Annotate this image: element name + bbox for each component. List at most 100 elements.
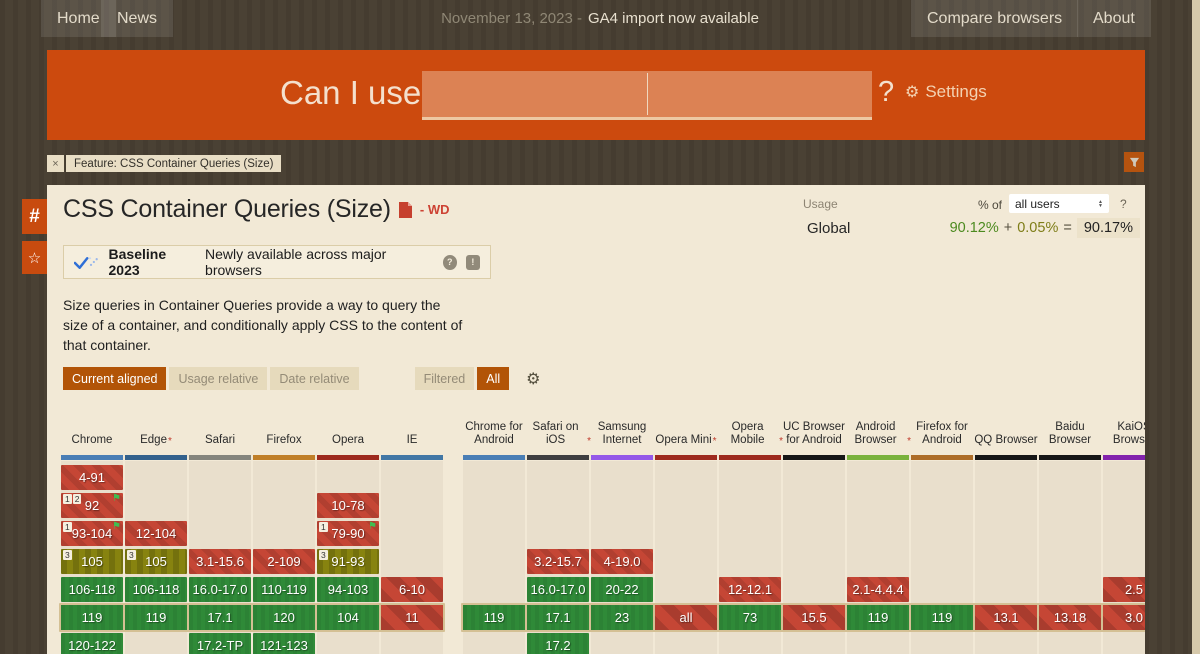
baseline-check-icon — [74, 256, 98, 269]
support-cell: 12-12.1 — [719, 577, 781, 602]
support-cell: 94-103 — [317, 577, 379, 602]
nav-compare-browsers-button[interactable]: Compare browsers — [911, 0, 1079, 37]
browser-column-header: Firefox for Android — [909, 393, 975, 453]
note-number-badges: 1 — [319, 522, 328, 532]
version-range-label: 13.18 — [1053, 610, 1087, 625]
browser-name: Firefox for Android — [916, 420, 968, 447]
support-cell: 121-123 — [253, 633, 315, 654]
browser-name: Firefox — [266, 434, 302, 447]
notice-date: November 13, 2023 - — [441, 10, 582, 27]
site-title: Can I use — [280, 74, 422, 111]
browser-name: Android Browser — [854, 420, 897, 447]
support-cell: 1 ⚑ 79-90 — [317, 521, 379, 546]
version-range-label: 120-122 — [68, 638, 116, 653]
nav-about-button[interactable]: About — [1077, 0, 1151, 37]
usage-label: Usage — [803, 197, 838, 211]
support-cell: 12-104 — [125, 521, 187, 546]
usage-select[interactable]: all users ▲ ▼ — [1009, 194, 1109, 213]
version-range-label: 16.0-17.0 — [192, 582, 248, 597]
version-range-label: 105 — [81, 554, 103, 569]
usage-partial-pct: 0.05% — [1017, 220, 1059, 236]
browser-column-header: Opera — [315, 393, 381, 453]
gear-icon: ⚙ — [905, 84, 920, 101]
version-range-label: 16.0-17.0 — [530, 582, 586, 597]
support-cell: 119 — [59, 603, 125, 632]
browser-name: IE — [406, 434, 418, 447]
browser-column-header: Baidu Browser — [1037, 393, 1103, 453]
support-cell: 3.2-15.7 — [527, 549, 589, 574]
browser-column-header: Edge * — [123, 393, 189, 453]
support-cell: 17.1 — [187, 603, 253, 632]
support-cell: 3.0 — [1101, 603, 1145, 632]
browser-name: QQ Browser — [974, 434, 1038, 447]
page-scrollbar[interactable] — [1192, 0, 1200, 654]
favorite-star-button[interactable]: ☆ — [22, 241, 47, 274]
permalink-hash-button[interactable]: # — [22, 199, 47, 234]
nav-news-button[interactable]: News — [101, 0, 174, 37]
browser-color-bar — [317, 455, 379, 460]
browser-column-header: Opera Mobile * — [717, 393, 783, 453]
browser-column: QQ Browser 13.1 — [973, 185, 1039, 654]
browser-color-bar — [527, 455, 589, 460]
browser-name: Edge — [140, 434, 167, 447]
browser-column-header: Safari — [187, 393, 253, 453]
usage-total-pct: 90.17% — [1076, 218, 1140, 238]
support-cell: 16.0-17.0 — [527, 577, 589, 602]
nav-home-button[interactable]: Home — [41, 0, 116, 37]
version-range-label: 119 — [81, 610, 103, 625]
region-label: Global — [807, 220, 851, 237]
note-asterisk: * — [167, 436, 172, 448]
support-cell: 17.2-TP — [189, 633, 251, 654]
browser-column: Chrome 4-91 1 2 ⚑ 92 1 ⚑ 93-104 3 105 106-118 119 120… — [59, 185, 125, 654]
version-range-label: 119 — [483, 610, 505, 625]
support-cell: 3.1-15.6 — [189, 549, 251, 574]
view-date-relative-button[interactable]: Date relative — [270, 367, 359, 390]
filtered-button[interactable]: Filtered — [414, 367, 475, 390]
browser-column: Opera Mini * all — [653, 185, 719, 654]
feature-title: CSS Container Queries (Size) — [63, 195, 391, 223]
support-cell: 15.5 — [781, 603, 847, 632]
browser-name: Opera Mini — [655, 434, 712, 447]
view-current-aligned-button[interactable]: Current aligned — [63, 367, 167, 390]
support-cell: 106-118 — [125, 577, 187, 602]
support-cell: 119 — [845, 603, 911, 632]
usage-help-link[interactable]: ? — [1120, 197, 1127, 211]
browser-color-bar — [911, 455, 973, 460]
browser-name: KaiOS Browser — [1112, 420, 1145, 447]
settings-button[interactable]: ⚙ Settings — [905, 82, 987, 102]
site-header: Can I use ? ⚙ Settings — [47, 50, 1145, 140]
table-settings-gear-icon[interactable]: ⚙ — [526, 370, 541, 388]
version-range-label: 119 — [145, 610, 167, 625]
browser-name: Chrome for Android — [465, 420, 523, 447]
spec-status-link[interactable]: - WD — [419, 202, 450, 217]
note-asterisk: * — [907, 436, 911, 448]
remove-filter-button[interactable]: × — [47, 155, 64, 172]
settings-label: Settings — [925, 82, 987, 101]
baseline-description: Newly available across major browsers — [205, 246, 387, 278]
browser-name: Samsung Internet — [597, 420, 647, 447]
version-range-label: 105 — [145, 554, 167, 569]
filter-funnel-button[interactable] — [1124, 152, 1144, 172]
note-number-badges: 3 — [63, 550, 72, 560]
support-cell: 13.18 — [1037, 603, 1103, 632]
support-cell: 110-119 — [253, 577, 315, 602]
browser-column: Chrome for Android 119 — [461, 185, 527, 654]
browser-name: Chrome — [71, 434, 113, 447]
support-cell: all — [653, 603, 719, 632]
browser-column-header: Samsung Internet — [589, 393, 655, 453]
browser-color-bar — [655, 455, 717, 460]
browser-column: Firefox for Android 119 — [909, 185, 975, 654]
baseline-help-icon[interactable]: ? — [442, 254, 457, 270]
support-cell: 16.0-17.0 — [189, 577, 251, 602]
version-range-label: 10-78 — [331, 498, 365, 513]
note-number-badges: 3 — [319, 550, 328, 560]
support-cell: 17.1 — [525, 603, 591, 632]
view-usage-relative-button[interactable]: Usage relative — [169, 367, 268, 390]
version-range-label: 15.5 — [801, 610, 827, 625]
browser-column: Baidu Browser 13.18 — [1037, 185, 1103, 654]
site-notice[interactable]: November 13, 2023 - GA4 import now avail… — [300, 0, 900, 37]
baseline-feedback-icon[interactable]: ! — [465, 254, 480, 270]
select-arrows-icon: ▲ ▼ — [1098, 198, 1103, 209]
show-all-button[interactable]: All — [477, 367, 510, 390]
version-range-label: 106-118 — [132, 582, 180, 597]
